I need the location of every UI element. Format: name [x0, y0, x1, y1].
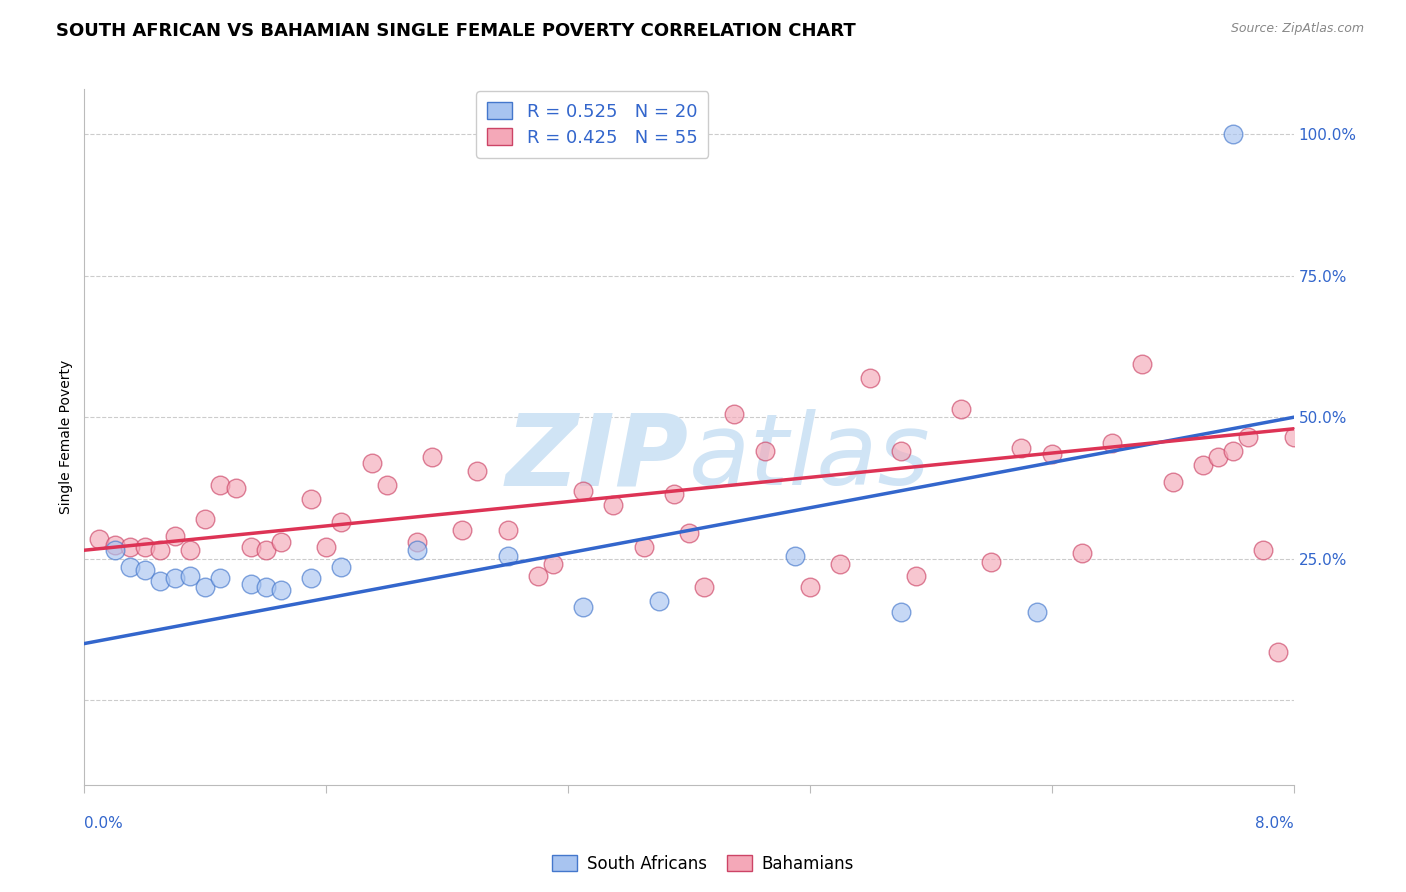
Point [360, 456, 382, 470]
Point [1071, 546, 1094, 560]
Point [799, 580, 821, 594]
Point [541, 558, 564, 572]
Point [1267, 645, 1289, 659]
Point [783, 549, 806, 563]
Point [149, 543, 172, 558]
Point [315, 541, 337, 555]
Point [134, 541, 156, 555]
Point [254, 543, 277, 558]
Point [830, 558, 852, 572]
Point [239, 541, 262, 555]
Point [1101, 435, 1123, 450]
Point [375, 478, 398, 492]
Legend: South Africans, Bahamians: South Africans, Bahamians [546, 848, 860, 880]
Point [225, 481, 247, 495]
Text: 8.0%: 8.0% [1254, 816, 1294, 831]
Point [633, 541, 655, 555]
Y-axis label: Single Female Poverty: Single Female Poverty [59, 360, 73, 514]
Point [1132, 357, 1154, 371]
Point [209, 478, 232, 492]
Text: Source: ZipAtlas.com: Source: ZipAtlas.com [1230, 22, 1364, 36]
Point [330, 560, 353, 574]
Point [572, 599, 595, 614]
Point [194, 512, 217, 526]
Point [1298, 458, 1320, 473]
Point [179, 568, 201, 582]
Point [1222, 444, 1244, 458]
Point [420, 450, 443, 464]
Point [950, 401, 973, 416]
Point [406, 543, 429, 558]
Point [678, 526, 700, 541]
Point [890, 444, 912, 458]
Point [118, 541, 141, 555]
Point [859, 370, 882, 384]
Point [754, 444, 776, 458]
Point [904, 568, 927, 582]
Text: 0.0%: 0.0% [84, 816, 124, 831]
Point [723, 408, 745, 422]
Legend: R = 0.525   N = 20, R = 0.425   N = 55: R = 0.525 N = 20, R = 0.425 N = 55 [477, 91, 709, 158]
Point [1040, 447, 1063, 461]
Text: atlas: atlas [689, 409, 931, 507]
Point [1011, 442, 1033, 456]
Point [1313, 526, 1336, 541]
Point [1192, 458, 1215, 473]
Point [1222, 128, 1244, 142]
Point [496, 549, 519, 563]
Point [134, 563, 156, 577]
Point [179, 543, 201, 558]
Point [572, 483, 595, 498]
Point [209, 572, 232, 586]
Point [239, 577, 262, 591]
Point [980, 555, 1002, 569]
Point [693, 580, 716, 594]
Point [527, 568, 550, 582]
Point [299, 492, 322, 507]
Point [662, 486, 685, 500]
Point [149, 574, 172, 589]
Point [270, 534, 292, 549]
Point [270, 582, 292, 597]
Point [647, 594, 671, 608]
Point [1282, 430, 1305, 444]
Point [496, 524, 519, 538]
Point [330, 515, 353, 529]
Point [602, 498, 624, 512]
Point [104, 537, 127, 551]
Point [1237, 430, 1260, 444]
Text: SOUTH AFRICAN VS BAHAMIAN SINGLE FEMALE POVERTY CORRELATION CHART: SOUTH AFRICAN VS BAHAMIAN SINGLE FEMALE … [56, 22, 856, 40]
Point [1025, 606, 1047, 620]
Text: ZIP: ZIP [506, 409, 689, 507]
Point [1251, 543, 1274, 558]
Point [89, 532, 111, 546]
Point [451, 524, 474, 538]
Point [165, 529, 187, 543]
Point [467, 464, 489, 478]
Point [406, 534, 429, 549]
Point [254, 580, 277, 594]
Point [890, 606, 912, 620]
Point [104, 543, 127, 558]
Point [1161, 475, 1184, 490]
Point [118, 560, 141, 574]
Point [194, 580, 217, 594]
Point [1206, 450, 1229, 464]
Point [165, 572, 187, 586]
Point [299, 572, 322, 586]
